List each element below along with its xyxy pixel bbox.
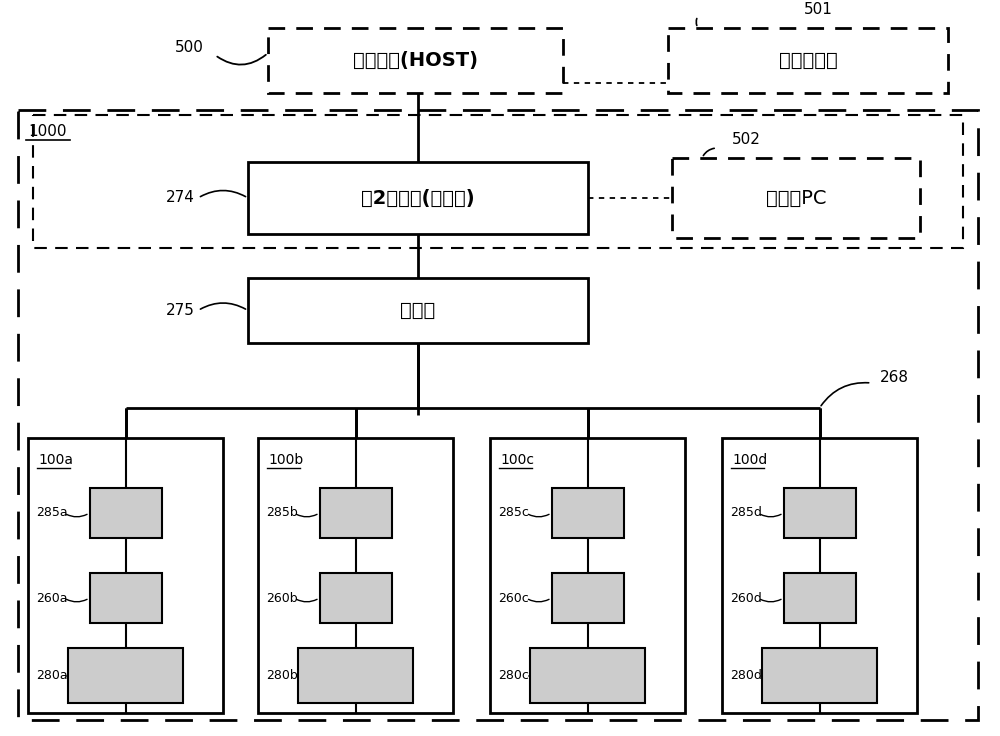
Text: 275: 275 [166,303,195,318]
Text: 285c: 285c [498,506,529,520]
Text: 260c: 260c [498,592,529,604]
Bar [298,648,413,703]
Bar [762,648,877,703]
Text: 中继部: 中继部 [400,301,436,320]
Text: 274: 274 [166,191,195,205]
Text: 280b: 280b [266,669,298,682]
Bar [490,438,685,713]
Bar [668,28,948,93]
Text: 260b: 260b [266,592,298,604]
Bar [90,488,162,538]
Bar [320,573,392,623]
Bar [248,162,588,234]
Text: 280c: 280c [498,669,529,682]
Text: 保养用PC: 保养用PC [766,188,826,208]
Text: 100b: 100b [268,453,303,467]
Text: 100a: 100a [38,453,73,467]
Bar [268,28,563,93]
Text: 100d: 100d [732,453,767,467]
Text: 第2控制部(操作部): 第2控制部(操作部) [361,188,475,208]
Bar [28,438,223,713]
Bar [722,438,917,713]
Bar [33,115,963,248]
Text: 260d: 260d [730,592,762,604]
Text: 285d: 285d [730,506,762,520]
Text: 502: 502 [732,132,761,147]
Bar [552,488,624,538]
Bar [258,438,453,713]
Text: 解析服务器: 解析服务器 [779,51,837,70]
Bar [68,648,183,703]
Text: 285a: 285a [36,506,68,520]
Bar [320,488,392,538]
Bar [784,488,856,538]
Bar [530,648,645,703]
Text: 1000: 1000 [28,124,66,140]
Bar [18,110,978,720]
Bar [672,158,920,238]
Bar [552,573,624,623]
Text: 268: 268 [880,370,908,386]
Text: 501: 501 [804,2,832,18]
Text: 285b: 285b [266,506,298,520]
Bar [248,278,588,343]
Bar [90,573,162,623]
Text: 上级装置(HOST): 上级装置(HOST) [353,51,478,70]
Text: 280d: 280d [730,669,762,682]
Text: 100c: 100c [500,453,534,467]
Text: 280a: 280a [36,669,68,682]
Text: 500: 500 [175,40,204,55]
Text: 260a: 260a [36,592,68,604]
Bar [784,573,856,623]
